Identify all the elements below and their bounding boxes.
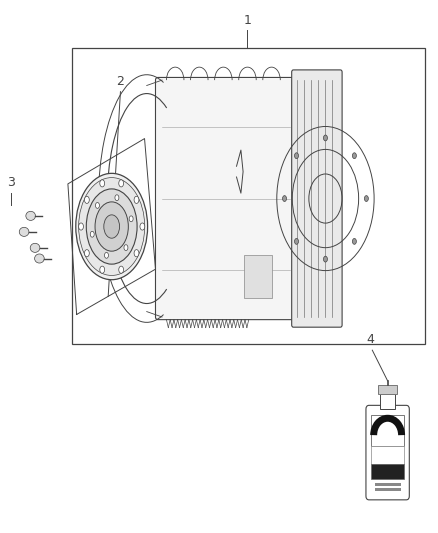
- Ellipse shape: [78, 223, 83, 230]
- Ellipse shape: [115, 195, 119, 200]
- Ellipse shape: [95, 202, 128, 251]
- Ellipse shape: [324, 135, 328, 141]
- Text: 3: 3: [7, 176, 15, 189]
- Bar: [374, 483, 401, 486]
- Ellipse shape: [90, 231, 94, 237]
- Ellipse shape: [85, 196, 89, 204]
- Ellipse shape: [353, 153, 357, 159]
- Ellipse shape: [294, 238, 298, 244]
- Ellipse shape: [294, 153, 298, 159]
- Ellipse shape: [119, 266, 124, 273]
- Ellipse shape: [129, 216, 133, 222]
- Ellipse shape: [85, 249, 89, 257]
- Ellipse shape: [105, 253, 109, 259]
- Ellipse shape: [35, 254, 44, 263]
- Ellipse shape: [283, 196, 286, 201]
- Ellipse shape: [19, 227, 29, 237]
- Bar: [244, 255, 272, 298]
- Ellipse shape: [100, 180, 105, 187]
- Bar: [378, 385, 397, 394]
- Bar: [371, 415, 404, 446]
- Ellipse shape: [119, 180, 124, 187]
- Ellipse shape: [134, 249, 139, 257]
- Ellipse shape: [134, 196, 139, 204]
- Ellipse shape: [124, 245, 128, 251]
- Text: 4: 4: [366, 334, 374, 346]
- FancyBboxPatch shape: [292, 70, 342, 327]
- Bar: [371, 446, 404, 464]
- FancyBboxPatch shape: [155, 77, 325, 320]
- Ellipse shape: [79, 177, 145, 276]
- Bar: [72, 48, 425, 344]
- Text: 2: 2: [117, 75, 124, 88]
- Ellipse shape: [76, 173, 148, 280]
- Ellipse shape: [30, 243, 40, 253]
- Text: 1: 1: [244, 14, 251, 27]
- FancyBboxPatch shape: [366, 405, 409, 500]
- Ellipse shape: [353, 238, 357, 244]
- Bar: [371, 464, 404, 479]
- Bar: [374, 488, 401, 491]
- Ellipse shape: [324, 256, 328, 262]
- Ellipse shape: [86, 189, 137, 264]
- Ellipse shape: [104, 215, 120, 238]
- Text: M: M: [384, 435, 391, 441]
- Ellipse shape: [100, 266, 105, 273]
- Ellipse shape: [95, 203, 99, 208]
- Bar: [380, 394, 396, 409]
- Ellipse shape: [140, 223, 145, 230]
- Ellipse shape: [364, 196, 368, 201]
- Ellipse shape: [26, 211, 35, 221]
